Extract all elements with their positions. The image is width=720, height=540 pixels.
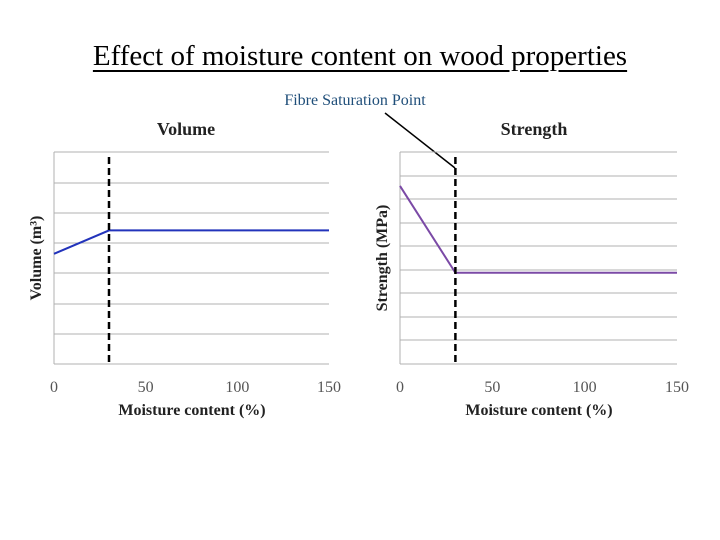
chart-strength-x-tick-label: 50	[484, 379, 500, 396]
chart-strength-x-tick-label: 0	[396, 379, 404, 396]
chart-strength-x-axis-label: Moisture content (%)	[465, 402, 612, 419]
slide-title: Effect of moisture content on wood prope…	[92, 40, 628, 72]
chart-strength-x-tick-label: 150	[665, 379, 689, 396]
chart-strength-title: Strength	[501, 119, 568, 139]
fibre-saturation-point-label: Fibre Saturation Point	[284, 92, 426, 109]
chart-volume-title: Volume	[157, 119, 215, 139]
chart-volume-x-tick-label: 100	[225, 379, 249, 396]
chart-volume-x-tick-label: 50	[138, 379, 154, 396]
chart-volume-series-line	[53, 229, 329, 255]
fsp-annotation-arrow	[384, 112, 456, 169]
chart-volume-y-axis-label: Volume (m³)	[28, 216, 45, 301]
chart-volume-x-tick-label: 150	[317, 379, 341, 396]
chart-strength-y-axis-label: Strength (MPa)	[374, 205, 391, 312]
chart-strength-x-tick-label: 100	[573, 379, 597, 396]
chart-volume-x-tick-label: 0	[50, 379, 58, 396]
chart-volume-x-axis-label: Moisture content (%)	[118, 402, 265, 419]
